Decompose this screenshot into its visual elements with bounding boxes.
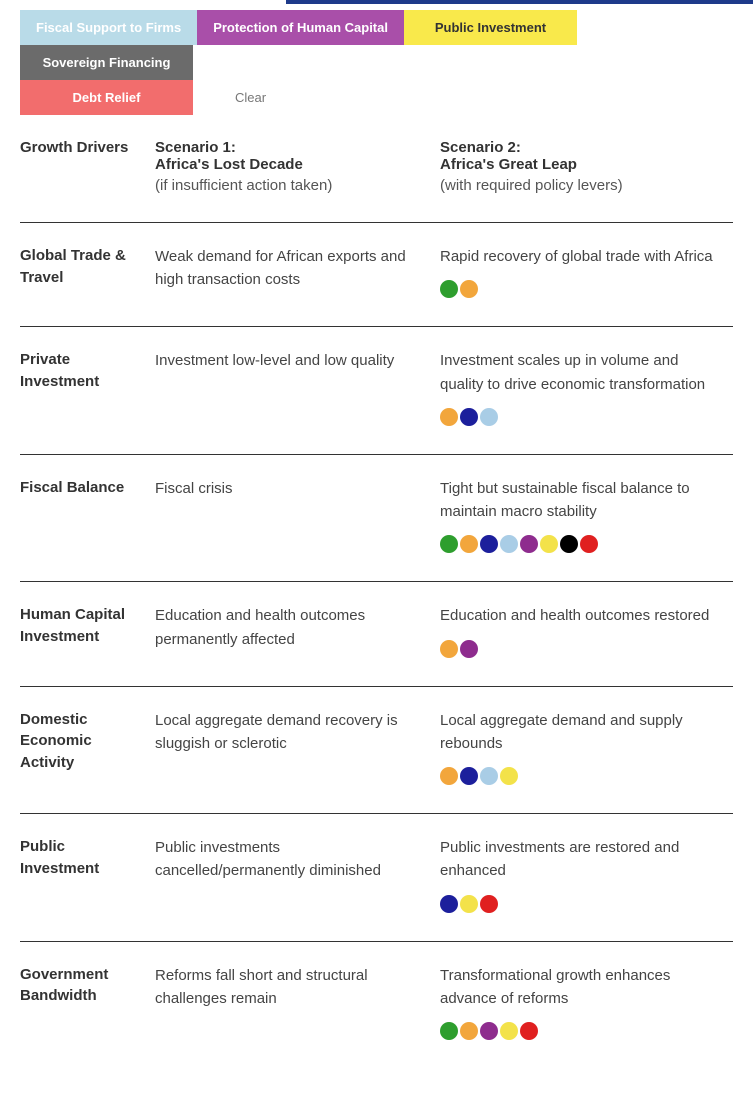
scenario1-fiscal-balance: Fiscal crisis	[155, 455, 440, 576]
policy-dots-human-capital-investment	[440, 640, 719, 658]
header-scenario-2: Scenario 2: Africa's Great Leap (with re…	[440, 139, 733, 216]
policy-dot-orange	[440, 767, 458, 785]
policy-dot-red	[480, 895, 498, 913]
policy-dot-yellow	[460, 895, 478, 913]
scenario2-text-private-investment: Investment scales up in volume and quali…	[440, 349, 719, 396]
header-scenario-1-title: Scenario 1:	[155, 139, 440, 156]
policy-dot-green	[440, 1022, 458, 1040]
clear-button[interactable]: Clear	[217, 80, 284, 115]
policy-dot-skyblue	[480, 767, 498, 785]
header-growth-drivers: Growth Drivers	[20, 139, 155, 216]
policy-dots-government-bandwidth	[440, 1022, 719, 1040]
scenario2-text-domestic-economic-activity: Local aggregate demand and supply reboun…	[440, 709, 719, 756]
policy-dot-navy	[460, 767, 478, 785]
header-scenario-2-sub2: (with required policy levers)	[440, 177, 733, 194]
scenario1-human-capital-investment: Education and health outcomes permanentl…	[155, 582, 440, 679]
policy-dot-skyblue	[480, 408, 498, 426]
header-scenario-1-sub1: Africa's Lost Decade	[155, 156, 440, 173]
policy-dot-purple	[520, 535, 538, 553]
tabs-row-2: Debt Relief Clear	[20, 80, 733, 115]
policy-dot-yellow	[540, 535, 558, 553]
policy-dot-orange	[460, 535, 478, 553]
scenario2-text-fiscal-balance: Tight but sustainable fiscal balance to …	[440, 477, 719, 524]
tab-public-investment[interactable]: Public Investment	[404, 10, 577, 45]
header-scenario-1: Scenario 1: Africa's Lost Decade (if ins…	[155, 139, 440, 216]
scenario1-private-investment: Investment low-level and low quality	[155, 327, 440, 448]
policy-dot-orange	[440, 640, 458, 658]
policy-dot-yellow	[500, 767, 518, 785]
scenario2-global-trade: Rapid recovery of global trade with Afri…	[440, 223, 733, 320]
scenario1-global-trade: Weak demand for African exports and high…	[155, 223, 440, 320]
policy-dots-fiscal-balance	[440, 535, 719, 553]
scenario-grid: Growth Drivers Scenario 1: Africa's Lost…	[20, 139, 733, 1062]
row-label-domestic-economic-activity: Domestic Economic Activity	[20, 687, 155, 808]
tab-fiscal-support[interactable]: Fiscal Support to Firms	[20, 10, 197, 45]
policy-dot-skyblue	[500, 535, 518, 553]
scenario2-text-global-trade: Rapid recovery of global trade with Afri…	[440, 245, 719, 268]
row-label-global-trade: Global Trade & Travel	[20, 223, 155, 320]
tab-debt-relief[interactable]: Debt Relief	[20, 80, 193, 115]
policy-dot-green	[440, 535, 458, 553]
scenario2-public-investment-row: Public investments are restored and enha…	[440, 814, 733, 935]
policy-dots-public-investment-row	[440, 895, 719, 913]
policy-dot-navy	[460, 408, 478, 426]
row-label-public-investment-row: Public Investment	[20, 814, 155, 935]
scenario2-text-human-capital-investment: Education and health outcomes restored	[440, 604, 719, 627]
page: Fiscal Support to FirmsProtection of Hum…	[0, 4, 753, 1082]
policy-dot-yellow	[500, 1022, 518, 1040]
policy-dot-red	[520, 1022, 538, 1040]
scenario2-domestic-economic-activity: Local aggregate demand and supply reboun…	[440, 687, 733, 808]
policy-dot-navy	[440, 895, 458, 913]
tabs-row-1: Fiscal Support to FirmsProtection of Hum…	[20, 10, 733, 80]
policy-dot-black	[560, 535, 578, 553]
policy-dot-green	[440, 280, 458, 298]
row-label-government-bandwidth: Government Bandwidth	[20, 942, 155, 1063]
policy-dots-private-investment	[440, 408, 719, 426]
header-scenario-1-sub2: (if insufficient action taken)	[155, 177, 440, 194]
policy-dot-red	[580, 535, 598, 553]
policy-dots-domestic-economic-activity	[440, 767, 719, 785]
tab-sovereign-financing[interactable]: Sovereign Financing	[20, 45, 193, 80]
row-label-private-investment: Private Investment	[20, 327, 155, 448]
scenario1-domestic-economic-activity: Local aggregate demand recovery is slugg…	[155, 687, 440, 808]
scenario2-text-government-bandwidth: Transformational growth enhances advance…	[440, 964, 719, 1011]
scenario2-human-capital-investment: Education and health outcomes restored	[440, 582, 733, 679]
row-label-human-capital-investment: Human Capital Investment	[20, 582, 155, 679]
header-scenario-2-title: Scenario 2:	[440, 139, 733, 156]
scenario2-government-bandwidth: Transformational growth enhances advance…	[440, 942, 733, 1063]
policy-dot-orange	[440, 408, 458, 426]
row-label-fiscal-balance: Fiscal Balance	[20, 455, 155, 576]
scenario2-fiscal-balance: Tight but sustainable fiscal balance to …	[440, 455, 733, 576]
scenario1-government-bandwidth: Reforms fall short and structural challe…	[155, 942, 440, 1063]
tab-human-capital[interactable]: Protection of Human Capital	[197, 10, 404, 45]
policy-dot-purple	[480, 1022, 498, 1040]
policy-dot-orange	[460, 280, 478, 298]
header-scenario-2-sub1: Africa's Great Leap	[440, 156, 733, 173]
header-growth-drivers-label: Growth Drivers	[20, 139, 155, 156]
scenario2-private-investment: Investment scales up in volume and quali…	[440, 327, 733, 448]
policy-dot-purple	[460, 640, 478, 658]
scenario2-text-public-investment-row: Public investments are restored and enha…	[440, 836, 719, 883]
policy-dot-orange	[460, 1022, 478, 1040]
scenario1-public-investment-row: Public investments cancelled/permanently…	[155, 814, 440, 935]
policy-dots-global-trade	[440, 280, 719, 298]
policy-dot-navy	[480, 535, 498, 553]
